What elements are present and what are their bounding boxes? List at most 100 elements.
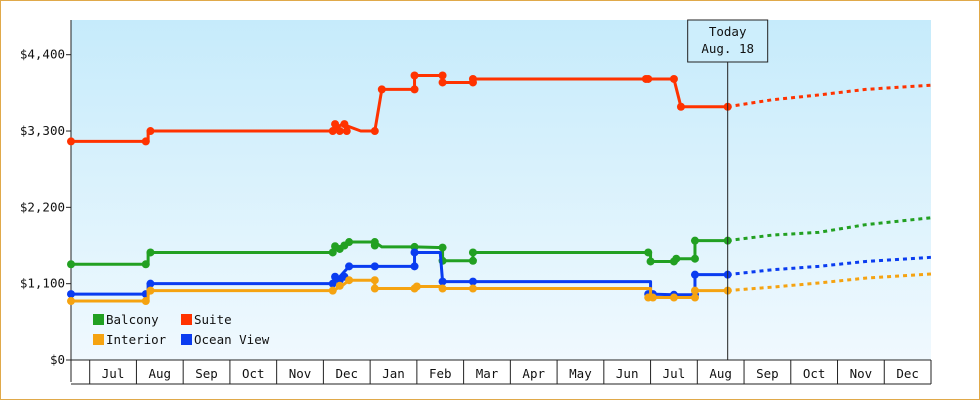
- x-month-label: Mar: [476, 366, 499, 381]
- legend-swatch: [181, 334, 192, 345]
- data-point: [644, 248, 653, 257]
- data-point: [690, 236, 699, 245]
- legend-item-ocean-view: Ocean View: [181, 332, 270, 347]
- data-point: [331, 120, 340, 129]
- data-point: [646, 257, 655, 266]
- data-point: [67, 260, 75, 269]
- forecast-line: [727, 83, 932, 109]
- data-point: [410, 71, 419, 80]
- data-point: [669, 293, 678, 302]
- series-line: [71, 74, 728, 143]
- plot-background: [71, 20, 931, 360]
- legend-swatch: [93, 334, 104, 345]
- x-month-label: Feb: [429, 366, 452, 381]
- legend-item-interior: Interior: [93, 332, 167, 347]
- data-point: [146, 248, 155, 257]
- legend-item-balcony: Balcony: [93, 312, 159, 327]
- data-point: [690, 293, 699, 302]
- y-tick-label: $0: [50, 352, 65, 367]
- y-tick-label: $4,400: [20, 47, 65, 62]
- legend-label: Balcony: [106, 312, 159, 327]
- data-point: [648, 293, 657, 302]
- y-tick-label: $3,300: [20, 123, 65, 138]
- data-point: [345, 262, 354, 271]
- data-point: [644, 74, 653, 83]
- data-point: [67, 290, 75, 299]
- data-point: [328, 127, 337, 136]
- data-point: [328, 248, 337, 257]
- data-point: [690, 270, 699, 279]
- forecast-line: [727, 255, 932, 277]
- data-point: [67, 297, 75, 306]
- data-point: [335, 281, 344, 290]
- data-point: [345, 238, 354, 247]
- legend-swatch: [181, 314, 192, 325]
- legend-label: Suite: [194, 312, 232, 327]
- x-month-label: Jan: [382, 366, 405, 381]
- data-point: [438, 78, 447, 87]
- x-month-label: Apr: [522, 366, 545, 381]
- today-label: Today: [709, 24, 747, 39]
- data-point: [328, 286, 337, 295]
- data-point: [672, 254, 681, 263]
- x-month-label: Oct: [242, 366, 265, 381]
- data-point: [370, 284, 379, 293]
- data-point: [370, 241, 379, 250]
- data-point: [345, 276, 354, 285]
- legend-label: Ocean View: [194, 332, 270, 347]
- data-point: [468, 284, 477, 293]
- y-tick-label: $1,100: [20, 276, 65, 291]
- data-point: [146, 279, 155, 288]
- data-point: [438, 284, 447, 293]
- data-point: [146, 127, 155, 136]
- x-month-label: Jul: [663, 366, 686, 381]
- data-point: [67, 137, 75, 146]
- series-balcony: [67, 216, 932, 269]
- data-point: [690, 254, 699, 263]
- data-point: [676, 102, 685, 111]
- legend-label: Interior: [106, 332, 167, 347]
- data-point: [468, 74, 477, 83]
- data-point: [370, 262, 379, 271]
- data-point: [141, 297, 150, 306]
- x-month-label: Sep: [195, 366, 218, 381]
- series-suite: [67, 71, 932, 146]
- data-point: [370, 276, 379, 285]
- x-month-label: Aug: [149, 366, 172, 381]
- data-point: [438, 277, 447, 286]
- data-point: [340, 120, 349, 129]
- data-point: [410, 242, 419, 251]
- x-month-label: Jul: [102, 366, 125, 381]
- forecast-line: [727, 216, 932, 243]
- data-point: [410, 262, 419, 271]
- x-month-label: Dec: [335, 366, 358, 381]
- data-point: [468, 248, 477, 257]
- x-month-label: Dec: [896, 366, 919, 381]
- data-point: [410, 85, 419, 94]
- data-point: [468, 277, 477, 286]
- y-tick-label: $2,200: [20, 199, 65, 214]
- data-point: [141, 260, 150, 269]
- today-box: [687, 19, 769, 63]
- data-point: [370, 127, 379, 136]
- x-month-label: May: [569, 366, 592, 381]
- data-point: [410, 248, 419, 257]
- data-point: [335, 127, 344, 136]
- forecast-line: [727, 272, 932, 293]
- data-point: [438, 243, 447, 252]
- x-month-label: Jun: [616, 366, 639, 381]
- x-month-label: Oct: [803, 366, 826, 381]
- x-month-label: Aug: [709, 366, 732, 381]
- legend-item-suite: Suite: [181, 312, 232, 327]
- data-point: [412, 282, 421, 291]
- legend-swatch: [93, 314, 104, 325]
- data-point: [438, 71, 447, 80]
- today-label: Aug. 18: [701, 41, 754, 56]
- data-point: [377, 85, 386, 94]
- data-point: [342, 127, 351, 136]
- x-month-label: Nov: [289, 366, 312, 381]
- series-interior: [67, 272, 932, 306]
- x-month-label: Nov: [850, 366, 873, 381]
- data-point: [141, 137, 150, 146]
